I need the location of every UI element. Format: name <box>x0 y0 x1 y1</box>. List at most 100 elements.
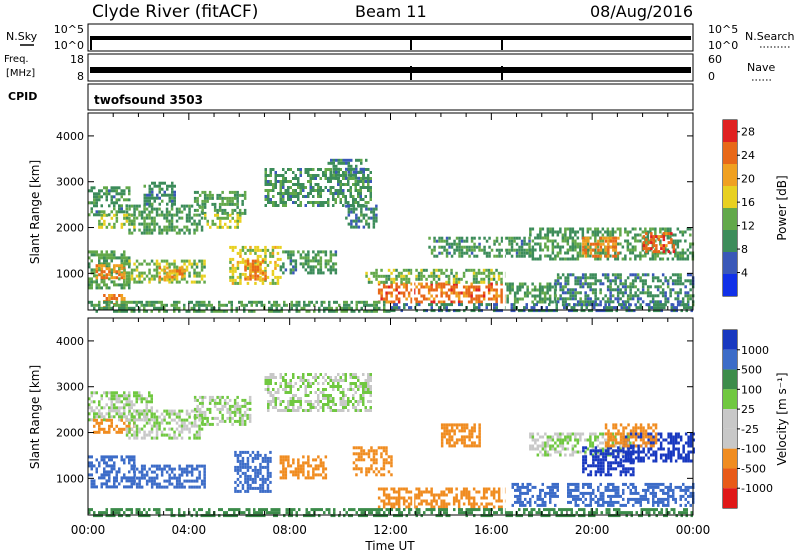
heatmap-cell <box>241 199 244 203</box>
heatmap-cell <box>125 403 128 407</box>
heatmap-cell <box>625 306 628 310</box>
heatmap-cell <box>241 245 245 249</box>
heatmap-cell <box>417 277 421 281</box>
heatmap-cell <box>539 248 542 252</box>
heatmap-cell <box>674 251 677 255</box>
heatmap-cell <box>128 186 131 190</box>
heatmap-cell <box>282 464 285 468</box>
heatmap-cell <box>604 300 607 304</box>
heatmap-cell <box>327 198 330 201</box>
heatmap-cell <box>105 306 108 310</box>
heatmap-cell <box>485 254 489 258</box>
heatmap-cell <box>350 164 353 168</box>
heatmap-cell <box>146 193 149 197</box>
heatmap-cell <box>239 213 242 217</box>
heatmap-cell <box>93 391 96 395</box>
heatmap-cell <box>427 288 431 292</box>
heatmap-cell <box>243 413 247 417</box>
heatmap-cell <box>226 216 229 220</box>
heatmap-cell <box>364 385 367 388</box>
heatmap-cell <box>259 260 262 264</box>
heatmap-cell <box>347 409 350 412</box>
heatmap-cell <box>140 210 144 214</box>
heatmap-cell <box>110 464 113 468</box>
heatmap-cell <box>282 186 285 189</box>
heatmap-cell <box>133 225 136 229</box>
heatmap-cell <box>266 483 270 487</box>
heatmap-cell <box>130 213 134 217</box>
heatmap-cell <box>482 280 486 284</box>
heatmap-cell <box>118 412 121 416</box>
heatmap-cell <box>317 259 320 263</box>
heatmap-cell <box>243 410 247 414</box>
heatmap-cell <box>339 409 342 412</box>
heatmap-cell <box>108 297 111 300</box>
heatmap-cell <box>269 281 272 285</box>
heatmap-cell <box>103 461 106 465</box>
heatmap-cell <box>435 288 438 292</box>
heatmap-cell <box>158 202 161 206</box>
heatmap-cell <box>218 419 222 423</box>
heatmap-cell <box>236 404 239 408</box>
heatmap-cell <box>597 239 600 243</box>
heatmap-cell <box>498 254 501 258</box>
heatmap-cell <box>274 391 277 394</box>
heatmap-cell <box>195 274 199 278</box>
heatmap-cell <box>120 259 123 263</box>
heatmap-cell <box>402 499 406 503</box>
heatmap-cell <box>369 391 372 394</box>
heatmap-cell <box>561 257 565 261</box>
heatmap-cell <box>253 300 256 304</box>
heatmap-cell <box>319 391 322 394</box>
heatmap-cell <box>370 464 373 468</box>
heatmap-cell <box>395 496 398 500</box>
heatmap-cell <box>493 254 496 258</box>
heatmap-cell <box>297 406 300 409</box>
heatmap-cell <box>354 189 357 192</box>
heatmap-cell <box>248 398 252 402</box>
heatmap-cell <box>203 416 207 420</box>
heatmap-cell <box>483 251 486 255</box>
heatmap-cell <box>198 407 202 411</box>
heatmap-cell <box>138 306 141 310</box>
heatmap-cell <box>146 199 149 203</box>
heatmap-cell <box>525 251 529 255</box>
heatmap-cell <box>287 400 290 403</box>
heatmap-cell <box>143 199 146 203</box>
heatmap-cell <box>88 277 91 281</box>
heatmap-cell <box>100 306 103 310</box>
heatmap-cell <box>148 216 151 220</box>
heatmap-cell <box>143 309 146 313</box>
heatmap-cell <box>239 275 242 279</box>
heatmap-cell <box>299 470 303 474</box>
heatmap-cell <box>602 242 605 246</box>
heatmap-cell <box>274 186 277 189</box>
heatmap-cell <box>616 273 620 277</box>
heatmap-cell <box>138 397 141 401</box>
heatmap-cell <box>352 382 355 385</box>
heatmap-cell <box>576 230 580 234</box>
heatmap-cell <box>478 306 481 310</box>
heatmap-cell <box>549 254 552 258</box>
heatmap-cell <box>203 413 207 417</box>
heatmap-cell <box>294 201 297 204</box>
heatmap-cell <box>559 251 562 255</box>
heatmap-cell <box>390 496 393 500</box>
heatmap-cell <box>574 297 577 301</box>
heatmap-cell <box>188 204 191 208</box>
heatmap-cell <box>377 487 381 491</box>
heatmap-cell <box>277 391 280 394</box>
heatmap-cell <box>611 230 615 234</box>
heatmap-cell <box>312 250 315 254</box>
heatmap-cell <box>168 280 171 284</box>
heatmap-cell <box>93 201 96 205</box>
heatmap-cell <box>655 303 658 307</box>
heatmap-cell <box>367 189 370 192</box>
heatmap-cell <box>333 300 336 304</box>
heatmap-cell <box>624 230 627 234</box>
heatmap-cell <box>110 259 113 263</box>
heatmap-cell <box>435 282 438 286</box>
heatmap-cell <box>372 271 376 275</box>
heatmap-cell <box>430 306 433 310</box>
heatmap-cell <box>652 235 656 239</box>
